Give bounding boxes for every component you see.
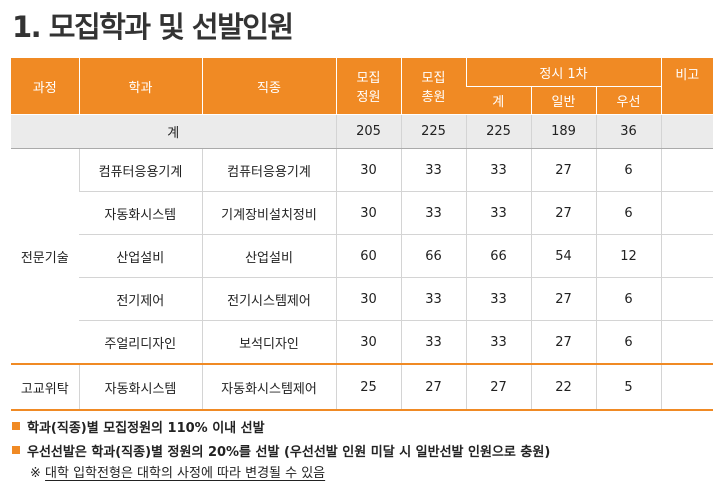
header-course: 과정 [11,58,79,115]
course-cell: 전문기술 [11,148,79,365]
job-cell: 보석디자인 [201,320,336,365]
quota-cell: 30 [335,191,401,235]
total-total-quota-cell: 225 [400,114,466,149]
note-cell [660,277,714,321]
total-quota-cell: 205 [335,114,401,149]
header-note: 비고 [660,58,714,115]
general-cell: 22 [530,364,596,411]
total-quota-cell: 27 [400,364,466,411]
table-row: 산업설비 산업설비 60 66 66 54 12 [11,234,714,278]
note-item: 우선선발은 학과(직종)별 정원의 20%를 선발 (우선선발 인원 미달 시 … [12,438,550,462]
priority-cell: 6 [595,148,662,192]
quota-cell: 30 [335,320,401,365]
general-cell: 27 [530,191,596,235]
general-cell: 27 [530,320,596,365]
note-item: 학과(직종)별 모집정원의 110% 이내 선발 [12,414,550,438]
dept-cell: 전기제어 [79,277,202,321]
sum-cell: 33 [465,277,531,321]
job-cell: 자동화시스템제어 [201,364,336,411]
table-row: 고교위탁 자동화시스템 자동화시스템제어 25 27 27 22 5 [11,364,714,411]
job-cell: 컴퓨터응용기계 [201,148,336,192]
header-dept: 학과 [78,58,202,115]
header-sum: 계 [466,86,531,115]
priority-cell: 5 [595,364,662,411]
square-bullet-icon [12,446,20,454]
footnote-text: 대학 입학전형은 대학의 사정에 따라 변경될 수 있음 [45,466,326,481]
total-quota-cell: 33 [400,277,466,321]
header-priority: 우선 [595,86,662,115]
table-header: 과정 학과 직종 모집 정원 모집 총원 정시 1차 비고 계 일반 우선 [11,58,714,115]
job-cell: 기계장비설치정비 [201,191,336,235]
note-cell [660,364,714,411]
dept-cell: 컴퓨터응용기계 [78,148,202,192]
priority-cell: 6 [595,320,662,365]
quota-cell: 60 [335,234,401,278]
total-general-cell: 189 [530,114,596,149]
header-quota-label: 모집 정원 [356,71,381,105]
job-cell: 산업설비 [201,234,336,278]
quota-cell: 30 [335,148,401,192]
header-quota: 모집 정원 [335,58,401,115]
table-row: 전문기술 컴퓨터응용기계 컴퓨터응용기계 30 33 33 27 6 [11,148,714,365]
note-text: 학과(직종)별 모집정원의 110% 이내 선발 [27,420,265,436]
quota-cell: 25 [335,364,401,411]
total-quota-cell: 33 [400,148,466,192]
header-general: 일반 [530,86,596,115]
sum-cell: 33 [465,191,531,235]
table-row: 전기제어 전기시스템제어 30 33 33 27 6 [11,277,714,321]
quota-cell: 30 [335,277,401,321]
priority-cell: 6 [595,191,662,235]
note-text: 우선선발은 학과(직종)별 정원의 20%를 선발 (우선선발 인원 미달 시 … [27,444,551,460]
priority-cell: 6 [595,277,662,321]
job-cell: 전기시스템제어 [201,277,336,321]
total-row: 계 205 225 225 189 36 [11,114,714,149]
note-cell [660,320,714,365]
dept-cell: 주얼리디자인 [79,320,202,365]
course-cell: 고교위탁 [11,364,79,411]
sum-cell: 27 [465,364,531,411]
sum-cell: 33 [465,148,531,192]
header-round1: 정시 1차 [465,58,662,87]
general-cell: 54 [530,234,596,278]
admission-table: 과정 학과 직종 모집 정원 모집 총원 정시 1차 비고 계 일반 우선 계 20… [11,58,714,411]
header-total-quota-label: 모집 총원 [421,71,446,105]
dept-cell: 자동화시스템 [78,364,202,411]
total-sum-cell: 225 [465,114,531,149]
sum-cell: 66 [465,234,531,278]
square-bullet-icon [12,422,20,430]
total-quota-cell: 33 [400,320,466,365]
dept-cell: 자동화시스템 [79,191,202,235]
notes-list: 학과(직종)별 모집정원의 110% 이내 선발 우선선발은 학과(직종)별 정… [12,414,550,462]
page-title: 1. 모집학과 및 선발인원 [12,10,294,44]
note-cell [660,191,714,235]
total-quota-cell: 33 [400,191,466,235]
sum-cell: 33 [465,320,531,365]
note-cell [660,148,714,192]
total-priority-cell: 36 [595,114,662,149]
footnote: ※ 대학 입학전형은 대학의 사정에 따라 변경될 수 있음 [30,462,325,481]
dept-cell: 산업설비 [79,234,202,278]
reference-mark-icon: ※ [30,466,41,481]
general-cell: 27 [530,277,596,321]
general-cell: 27 [530,148,596,192]
priority-cell: 12 [595,234,662,278]
total-quota-cell: 66 [400,234,466,278]
total-note-cell [660,114,714,149]
header-job: 직종 [201,58,336,115]
total-label: 계 [11,114,336,149]
table-body: 계 205 225 225 189 36 전문기술 컴퓨터응용기계 컴퓨터응용기계 3… [11,114,714,411]
note-cell [660,234,714,278]
table-row: 자동화시스템 기계장비설치정비 30 33 33 27 6 [11,191,714,235]
table-row: 주얼리디자인 보석디자인 30 33 33 27 6 [11,320,714,365]
header-total-quota: 모집 총원 [400,58,466,115]
